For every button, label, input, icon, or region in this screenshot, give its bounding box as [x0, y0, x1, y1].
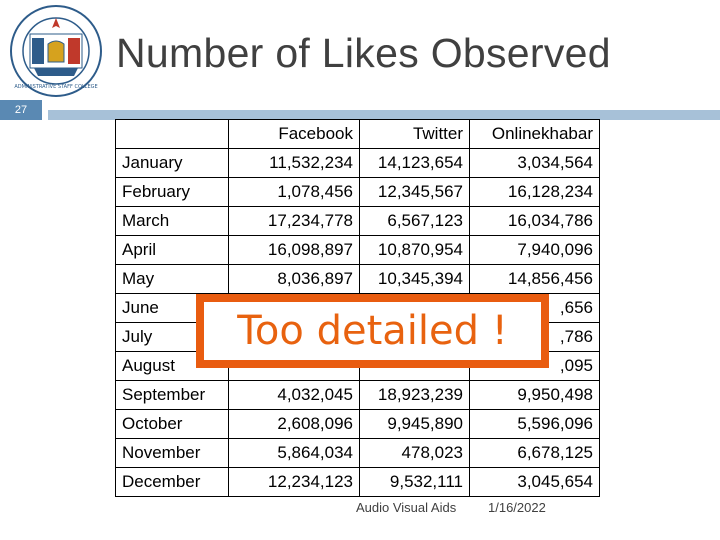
cell-facebook: 4,032,045	[228, 380, 360, 410]
cell-facebook: 12,234,123	[228, 467, 360, 497]
cell-twitter: 9,945,890	[359, 409, 470, 439]
cell-onlinekhabar: 16,034,786	[469, 206, 600, 236]
svg-text:ADMINISTRATIVE STAFF COLLEGE: ADMINISTRATIVE STAFF COLLEGE	[14, 84, 97, 90]
too-detailed-callout: Too detailed !	[196, 294, 549, 368]
cell-facebook: 5,864,034	[228, 438, 360, 468]
footer-topic: Audio Visual Aids	[356, 500, 457, 515]
slide-number: 27	[14, 104, 28, 116]
cell-onlinekhabar: 5,596,096	[469, 409, 600, 439]
cell-month: February	[115, 177, 229, 207]
slide-number-bar	[0, 100, 42, 120]
likes-table: Facebook Twitter Onlinekhabar January 11,…	[115, 119, 600, 497]
column-header-facebook: Facebook	[228, 119, 360, 149]
cell-facebook: 16,098,897	[228, 235, 360, 265]
table-row: September 4,032,045 18,923,239 9,950,498	[115, 380, 600, 410]
cell-month: November	[115, 438, 229, 468]
table-row: April 16,098,897 10,870,954 7,940,096	[115, 235, 600, 265]
cell-month: December	[115, 467, 229, 497]
cell-twitter: 10,345,394	[359, 264, 470, 294]
cell-onlinekhabar: 7,940,096	[469, 235, 600, 265]
cell-facebook: 2,608,096	[228, 409, 360, 439]
cell-month: October	[115, 409, 229, 439]
cell-month: September	[115, 380, 229, 410]
table-row: November 5,864,034 478,023 6,678,125	[115, 438, 600, 468]
college-logo: ADMINISTRATIVE STAFF COLLEGE	[10, 5, 102, 97]
cell-twitter: 14,123,654	[359, 148, 470, 178]
table-row: December 12,234,123 9,532,111 3,045,654	[115, 467, 600, 497]
cell-twitter: 6,567,123	[359, 206, 470, 236]
table-row: May 8,036,897 10,345,394 14,856,456	[115, 264, 600, 294]
cell-month: March	[115, 206, 229, 236]
cell-onlinekhabar: 16,128,234	[469, 177, 600, 207]
table-body: January 11,532,234 14,123,654 3,034,564 Febr…	[115, 148, 600, 497]
cell-twitter: 478,023	[359, 438, 470, 468]
slide-title: Number of Likes Observed	[116, 30, 611, 76]
cell-onlinekhabar: 3,045,654	[469, 467, 600, 497]
column-header-month	[115, 119, 229, 149]
table-row: January 11,532,234 14,123,654 3,034,564	[115, 148, 600, 178]
cell-month: April	[115, 235, 229, 265]
callout-inner: Too detailed !	[204, 302, 541, 360]
footer-date: 1/16/2022	[488, 500, 546, 515]
table-header-row: Facebook Twitter Onlinekhabar	[115, 119, 600, 149]
column-header-twitter: Twitter	[359, 119, 470, 149]
cell-twitter: 9,532,111	[359, 467, 470, 497]
cell-facebook: 1,078,456	[228, 177, 360, 207]
cell-onlinekhabar: 9,950,498	[469, 380, 600, 410]
cell-facebook: 8,036,897	[228, 264, 360, 294]
cell-month: May	[115, 264, 229, 294]
cell-facebook: 17,234,778	[228, 206, 360, 236]
table-row: February 1,078,456 12,345,567 16,128,234	[115, 177, 600, 207]
cell-onlinekhabar: 3,034,564	[469, 148, 600, 178]
header-divider	[48, 110, 720, 120]
cell-facebook: 11,532,234	[228, 148, 360, 178]
cell-onlinekhabar: 14,856,456	[469, 264, 600, 294]
column-header-onlinekhabar: Onlinekhabar	[469, 119, 600, 149]
table-row: October 2,608,096 9,945,890 5,596,096	[115, 409, 600, 439]
cell-twitter: 10,870,954	[359, 235, 470, 265]
table-row: March 17,234,778 6,567,123 16,034,786	[115, 206, 600, 236]
cell-month: January	[115, 148, 229, 178]
callout-text: Too detailed !	[237, 308, 508, 354]
cell-twitter: 12,345,567	[359, 177, 470, 207]
cell-onlinekhabar: 6,678,125	[469, 438, 600, 468]
cell-twitter: 18,923,239	[359, 380, 470, 410]
